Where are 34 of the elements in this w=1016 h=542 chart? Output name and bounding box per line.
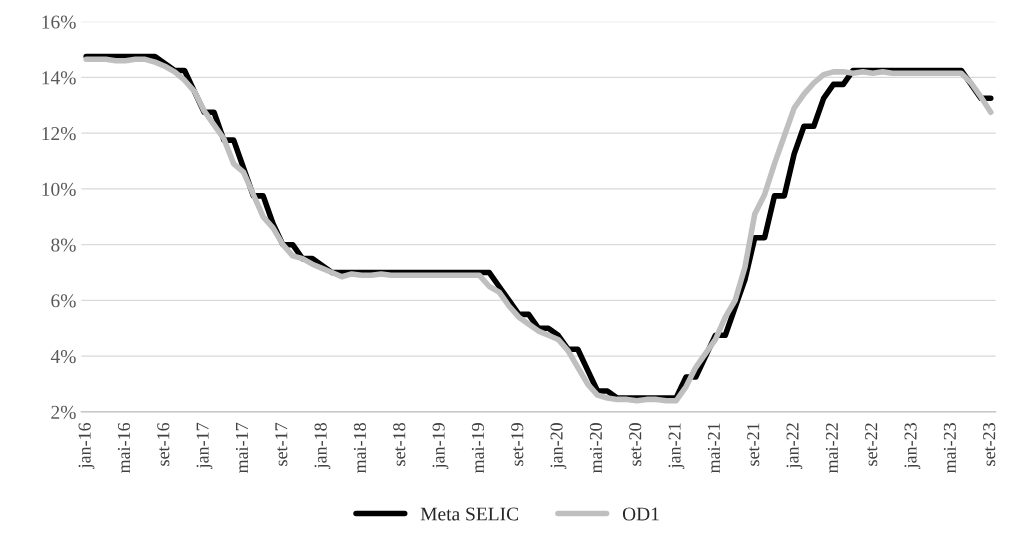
x-tick-label: mai-23: [943, 423, 956, 474]
x-tick-label: jan-23: [904, 423, 921, 469]
x-tick-label: jan-18: [314, 423, 331, 469]
x-tick-label: set-22: [865, 423, 878, 466]
y-tick-label: 2%: [51, 405, 76, 419]
x-tick-label: jan-21: [668, 423, 685, 469]
x-tick-label: mai-21: [707, 423, 720, 474]
x-tick-label: mai-17: [235, 422, 249, 474]
x-tick-label: jan-16: [78, 422, 95, 469]
x-tick-label: mai-22: [825, 423, 838, 474]
x-tick-label: set-21: [747, 423, 760, 466]
legend-label: Meta SELIC: [420, 507, 518, 521]
y-tick-label: 14%: [42, 71, 76, 85]
x-tick-label: set-19: [511, 423, 524, 466]
x-tick-label: mai-18: [353, 423, 367, 474]
y-tick-label: 8%: [51, 238, 76, 252]
y-tick-label: 6%: [51, 294, 76, 308]
x-tick-label: mai-19: [471, 423, 485, 474]
legend-label: OD1: [622, 507, 659, 521]
x-tick-label: mai-20: [589, 423, 602, 474]
y-tick-label: 4%: [50, 349, 76, 364]
y-tick-label: 16%: [42, 15, 76, 29]
x-tick-label: jan-17: [196, 422, 213, 469]
x-tick-label: jan-20: [550, 423, 567, 469]
y-tick-label: 10%: [42, 182, 76, 196]
x-tick-label: set-20: [629, 423, 642, 466]
x-tick-label: mai-16: [117, 422, 131, 474]
x-tick-label: jan-22: [786, 423, 803, 469]
x-tick-label: set-23: [983, 423, 996, 466]
x-tick-label: set-17: [275, 422, 288, 466]
y-tick-label: 12%: [42, 126, 76, 141]
x-tick-label: set-18: [393, 423, 406, 466]
x-tick-label: jan-19: [432, 423, 449, 469]
x-tick-label: set-16: [157, 422, 170, 466]
